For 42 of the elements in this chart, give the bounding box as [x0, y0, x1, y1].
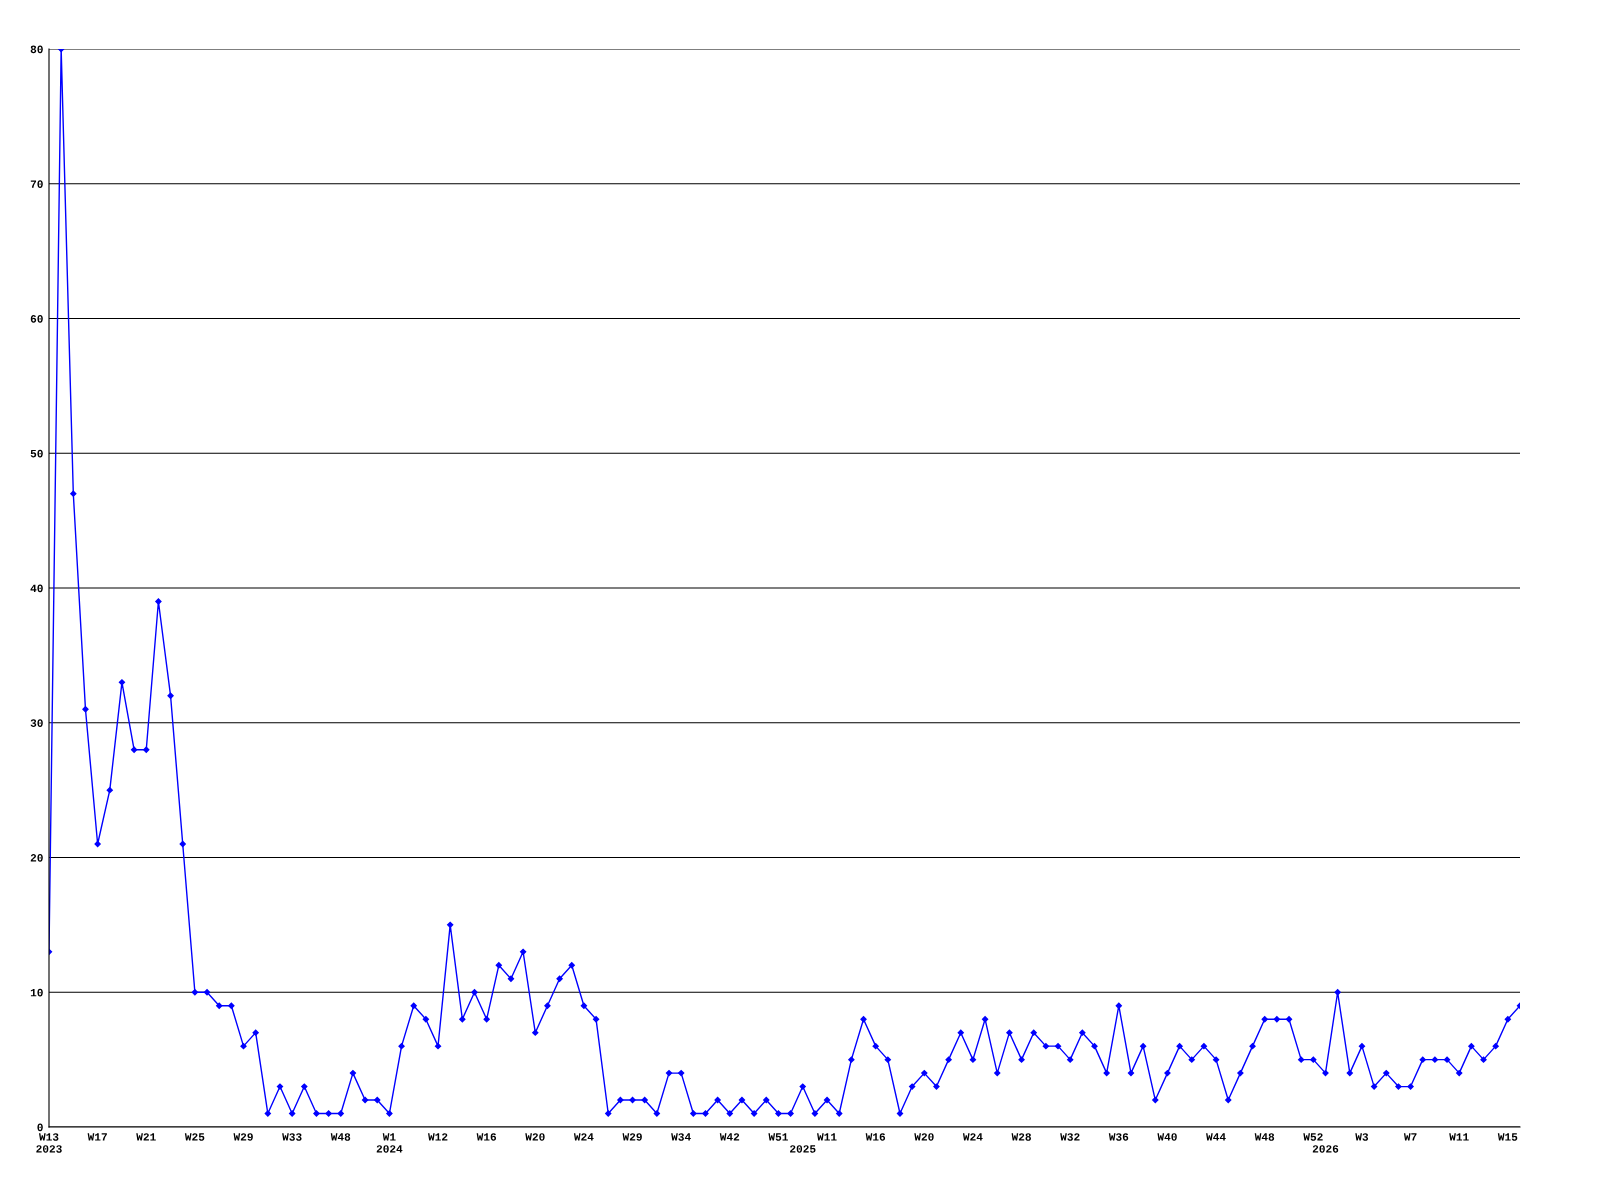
- y-tick-label: 80: [30, 45, 43, 54]
- y-tick-label: 30: [30, 719, 43, 727]
- x-tick-label: W12: [428, 1133, 448, 1141]
- x-tick-label: 2026: [1312, 1145, 1339, 1153]
- x-tick-label: W40: [1157, 1133, 1177, 1141]
- x-tick-label: W16: [865, 1133, 886, 1141]
- x-tick-label: W15: [1497, 1133, 1518, 1141]
- x-tick-label: W16: [476, 1133, 497, 1141]
- x-tick-label: W28: [1011, 1133, 1031, 1141]
- x-tick-label: W25: [184, 1133, 205, 1141]
- x-tick-label: W48: [330, 1133, 351, 1141]
- x-tick-label: W29: [622, 1133, 642, 1141]
- x-tick-label: W11: [817, 1133, 837, 1141]
- x-tick-label: W32: [1060, 1133, 1080, 1141]
- x-tick-label: W36: [1108, 1133, 1129, 1141]
- x-tick-label: W3: [1355, 1133, 1369, 1141]
- x-tick-label: W11: [1449, 1133, 1469, 1141]
- x-tick-label: W24: [962, 1133, 983, 1141]
- x-tick-label: W44: [1206, 1133, 1226, 1141]
- x-tick-label: 2025: [790, 1145, 816, 1153]
- x-tick-label: W20: [914, 1133, 934, 1141]
- x-tick-label: W17: [87, 1133, 107, 1141]
- x-tick-label: W34: [671, 1133, 691, 1141]
- y-tick-label: 60: [30, 315, 43, 323]
- x-tick-label: W7: [1403, 1133, 1417, 1141]
- x-tick-label: W29: [233, 1133, 253, 1141]
- x-tick-label: W52: [1303, 1133, 1323, 1141]
- x-tick-label: W48: [1254, 1133, 1275, 1141]
- x-tick-label: W21: [136, 1133, 156, 1141]
- y-tick-label: 70: [30, 180, 43, 188]
- y-tick-label: 50: [30, 449, 43, 458]
- x-tick-label: W20: [525, 1133, 545, 1141]
- y-tick-label: 20: [30, 854, 43, 862]
- x-tick-label: W13 2023: [36, 1133, 62, 1153]
- x-tick-label: W33: [282, 1133, 302, 1141]
- x-tick-label: W1 2024: [376, 1133, 403, 1153]
- y-tick-label: 40: [30, 584, 43, 593]
- x-tick-label: W42: [719, 1133, 740, 1141]
- x-tick-label: W51: [768, 1133, 788, 1141]
- y-tick-label: 10: [30, 988, 43, 997]
- x-tick-label: W24: [573, 1133, 594, 1141]
- y-tick-label: 0: [37, 1123, 43, 1132]
